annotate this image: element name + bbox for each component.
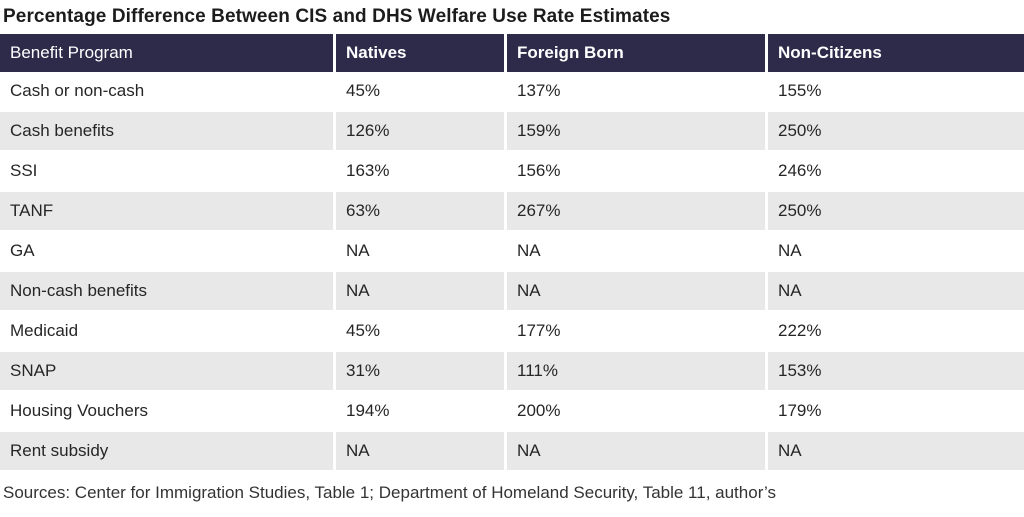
foreign-born-value-cell: NA: [507, 232, 765, 270]
table-row: GA NA NA NA: [0, 232, 1024, 270]
foreign-born-value-cell: NA: [507, 432, 765, 470]
table-row: Non-cash benefits NA NA NA: [0, 272, 1024, 310]
natives-value-cell: 45%: [336, 72, 504, 110]
non-citizens-value-cell: NA: [768, 432, 1024, 470]
non-citizens-value-cell: 222%: [768, 312, 1024, 350]
natives-value-cell: NA: [336, 232, 504, 270]
column-header-non-citizens: Non-Citizens: [768, 34, 1024, 72]
natives-value-cell: 194%: [336, 392, 504, 430]
natives-value-cell: 45%: [336, 312, 504, 350]
table-row: Cash or non-cash 45% 137% 155%: [0, 72, 1024, 110]
benefit-program-cell: Rent subsidy: [0, 432, 333, 470]
table-row: Housing Vouchers 194% 200% 179%: [0, 392, 1024, 430]
foreign-born-value-cell: 156%: [507, 152, 765, 190]
table-header-row: Benefit Program Natives Foreign Born Non…: [0, 34, 1024, 72]
table-row: SNAP 31% 111% 153%: [0, 352, 1024, 390]
table-row: SSI 163% 156% 246%: [0, 152, 1024, 190]
natives-value-cell: 63%: [336, 192, 504, 230]
benefit-program-cell: TANF: [0, 192, 333, 230]
benefit-program-cell: GA: [0, 232, 333, 270]
benefit-program-cell: SNAP: [0, 352, 333, 390]
non-citizens-value-cell: 250%: [768, 192, 1024, 230]
natives-value-cell: NA: [336, 272, 504, 310]
column-header-foreign-born: Foreign Born: [507, 34, 765, 72]
non-citizens-value-cell: 179%: [768, 392, 1024, 430]
table-row: Rent subsidy NA NA NA: [0, 432, 1024, 470]
foreign-born-value-cell: 137%: [507, 72, 765, 110]
natives-value-cell: NA: [336, 432, 504, 470]
non-citizens-value-cell: NA: [768, 232, 1024, 270]
non-citizens-value-cell: 246%: [768, 152, 1024, 190]
non-citizens-value-cell: NA: [768, 272, 1024, 310]
source-note: Sources: Center for Immigration Studies,…: [3, 483, 776, 502]
table-row: Cash benefits 126% 159% 250%: [0, 112, 1024, 150]
benefit-program-cell: SSI: [0, 152, 333, 190]
foreign-born-value-cell: 200%: [507, 392, 765, 430]
benefit-program-cell: Housing Vouchers: [0, 392, 333, 430]
table-figure: Percentage Difference Between CIS and DH…: [0, 5, 1024, 517]
non-citizens-value-cell: 155%: [768, 72, 1024, 110]
natives-value-cell: 163%: [336, 152, 504, 190]
table-row: TANF 63% 267% 250%: [0, 192, 1024, 230]
foreign-born-value-cell: 177%: [507, 312, 765, 350]
foreign-born-value-cell: 111%: [507, 352, 765, 390]
column-header-benefit-program: Benefit Program: [0, 34, 333, 72]
column-header-natives: Natives: [336, 34, 504, 72]
natives-value-cell: 31%: [336, 352, 504, 390]
welfare-rate-table: Benefit Program Natives Foreign Born Non…: [0, 34, 1024, 470]
benefit-program-cell: Medicaid: [0, 312, 333, 350]
foreign-born-value-cell: NA: [507, 272, 765, 310]
benefit-program-cell: Cash benefits: [0, 112, 333, 150]
non-citizens-value-cell: 153%: [768, 352, 1024, 390]
table-row: Medicaid 45% 177% 222%: [0, 312, 1024, 350]
benefit-program-cell: Non-cash benefits: [0, 272, 333, 310]
non-citizens-value-cell: 250%: [768, 112, 1024, 150]
foreign-born-value-cell: 267%: [507, 192, 765, 230]
natives-value-cell: 126%: [336, 112, 504, 150]
benefit-program-cell: Cash or non-cash: [0, 72, 333, 110]
foreign-born-value-cell: 159%: [507, 112, 765, 150]
page-title: Percentage Difference Between CIS and DH…: [3, 6, 671, 27]
